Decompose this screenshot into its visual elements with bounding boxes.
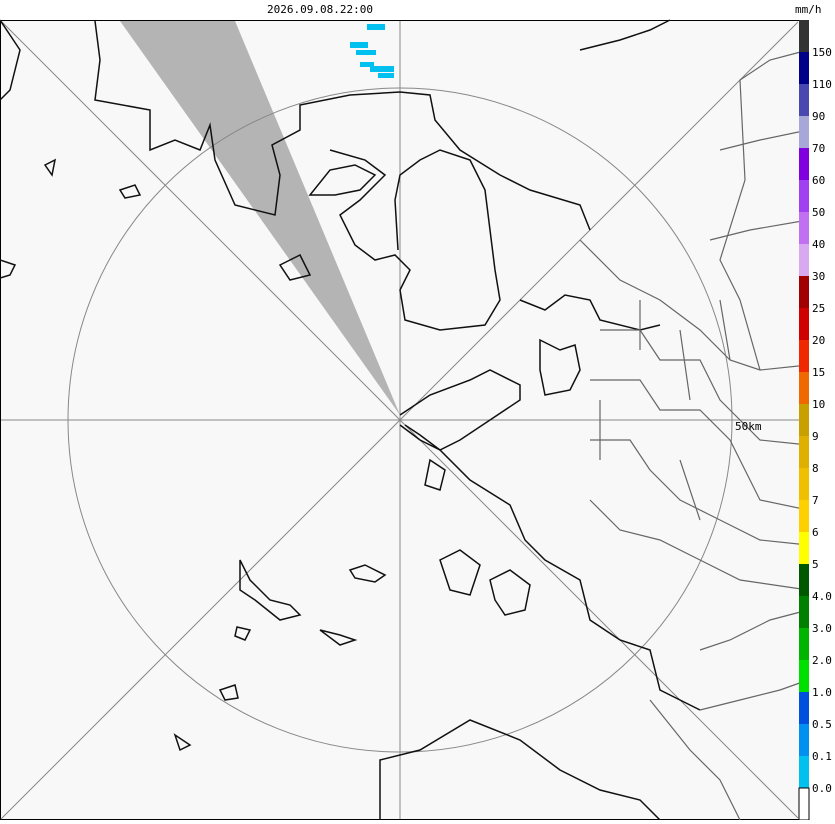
color-step xyxy=(799,308,809,340)
scale-label: 40 xyxy=(812,238,825,251)
scale-label: 6 xyxy=(812,526,819,539)
color-step xyxy=(799,84,809,116)
scale-label: 50 xyxy=(812,206,825,219)
color-step xyxy=(799,212,809,244)
coastlines xyxy=(0,19,701,821)
scale-label: 0.5 xyxy=(812,718,832,731)
scale-label: 1.0 xyxy=(812,686,832,699)
scale-label: 70 xyxy=(812,142,825,155)
rain-echo xyxy=(360,62,374,67)
scale-label: 15 xyxy=(812,366,825,379)
color-step xyxy=(799,404,809,436)
scale-label: 20 xyxy=(812,334,825,347)
color-step xyxy=(799,564,809,596)
color-step xyxy=(799,436,809,468)
rain-echo xyxy=(378,73,394,78)
color-step xyxy=(799,372,809,404)
rain-echoes xyxy=(350,24,394,78)
scale-label: 0.1 xyxy=(812,750,832,763)
color-scale: 150 110 90 70 60 50 40 30 25 20 15 10 9 8 7 6 5 4.0 3.0 2.0… xyxy=(798,20,832,821)
scale-label: 110 xyxy=(812,78,832,91)
rain-echo xyxy=(370,66,394,72)
color-step xyxy=(799,660,809,692)
scale-label: 7 xyxy=(812,494,819,507)
scale-label: 0.0 xyxy=(812,782,832,795)
color-step xyxy=(799,596,809,628)
rain-echo xyxy=(367,24,385,30)
color-step xyxy=(799,116,809,148)
color-step xyxy=(799,532,809,564)
color-step xyxy=(799,276,809,308)
rain-echo xyxy=(356,50,376,55)
color-step xyxy=(799,20,809,52)
scale-label: 30 xyxy=(812,270,825,283)
timestamp: 2026.09.08.22:00 xyxy=(267,3,373,16)
scale-label: 5 xyxy=(812,558,819,571)
scale-label: 2.0 xyxy=(812,654,832,667)
scale-label: 3.0 xyxy=(812,622,832,635)
map: 50km xyxy=(0,19,809,821)
scale-label: 90 xyxy=(812,110,825,123)
color-step xyxy=(799,340,809,372)
axis-line xyxy=(0,20,799,819)
color-step xyxy=(798,787,810,821)
scale-label: 8 xyxy=(812,462,819,475)
color-step xyxy=(799,724,809,756)
scale-label: 25 xyxy=(812,302,825,315)
scale-label: 4.0 xyxy=(812,590,832,603)
scale-label: 150 xyxy=(812,46,832,59)
color-step xyxy=(799,692,809,724)
color-step xyxy=(799,468,809,500)
scale-label: 9 xyxy=(812,430,819,443)
color-step xyxy=(799,756,809,788)
color-step xyxy=(799,628,809,660)
scale-label: 60 xyxy=(812,174,825,187)
scale-label: 10 xyxy=(812,398,825,411)
color-step xyxy=(799,180,809,212)
color-step xyxy=(799,244,809,276)
boundaries xyxy=(579,49,809,821)
axis-line xyxy=(0,21,799,820)
beam-block-wedge xyxy=(120,21,400,415)
range-label: 50km xyxy=(735,420,762,433)
rain-echo xyxy=(350,42,368,48)
color-step xyxy=(799,148,809,180)
unit-label: mm/h xyxy=(795,3,822,16)
color-step xyxy=(799,52,809,84)
color-step xyxy=(799,500,809,532)
